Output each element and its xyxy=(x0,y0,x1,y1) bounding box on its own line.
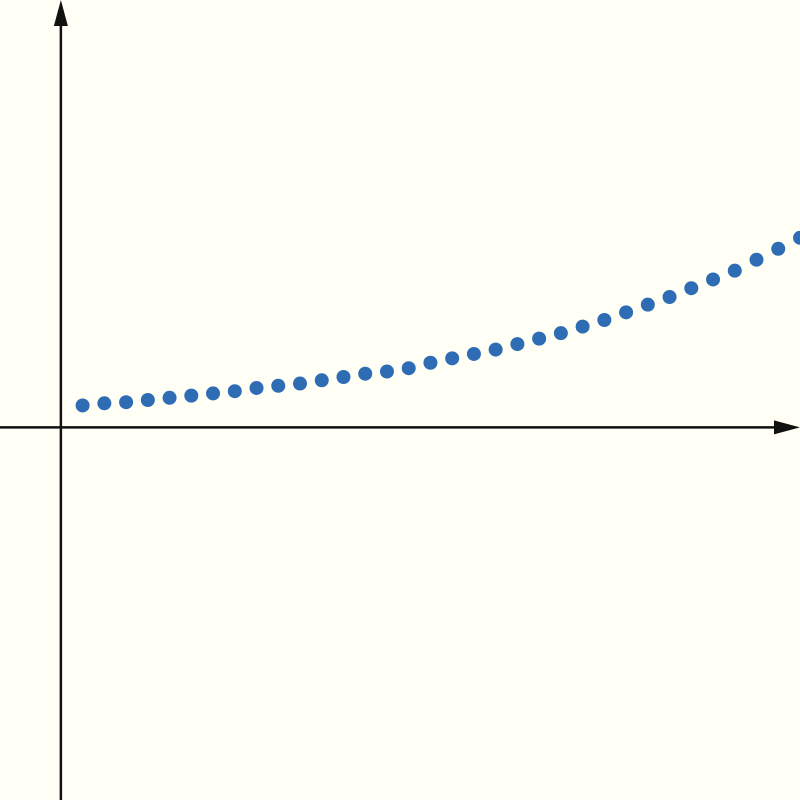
data-point xyxy=(575,319,590,334)
x-axis-arrow xyxy=(774,420,800,435)
data-point xyxy=(358,366,373,381)
data-point xyxy=(379,364,394,379)
data-point xyxy=(249,380,264,395)
data-point xyxy=(119,395,134,410)
data-point xyxy=(401,361,416,376)
data-point xyxy=(445,351,460,366)
data-point xyxy=(662,289,677,304)
data-point xyxy=(706,272,721,287)
data-point xyxy=(75,398,90,413)
data-point xyxy=(553,326,568,341)
data-point xyxy=(510,337,525,352)
data-point xyxy=(684,281,699,296)
data-point xyxy=(597,313,612,327)
data-point xyxy=(749,252,764,267)
data-point xyxy=(271,378,286,393)
data-point xyxy=(423,355,438,370)
data-point xyxy=(488,342,503,357)
data-point xyxy=(140,393,155,407)
data-point xyxy=(293,376,307,391)
data-point xyxy=(162,390,177,405)
data-point xyxy=(227,384,242,399)
data-point xyxy=(532,331,547,346)
data-point xyxy=(97,396,112,411)
data-point xyxy=(619,305,634,320)
data-point xyxy=(793,230,800,245)
data-points xyxy=(75,230,800,413)
data-point xyxy=(771,241,786,256)
y-axis-arrow xyxy=(53,0,68,26)
data-point xyxy=(206,386,221,401)
data-point xyxy=(184,388,199,403)
data-point xyxy=(314,373,329,388)
data-point xyxy=(727,263,742,278)
data-point xyxy=(466,346,481,361)
data-point xyxy=(640,297,655,312)
data-point xyxy=(336,369,351,384)
